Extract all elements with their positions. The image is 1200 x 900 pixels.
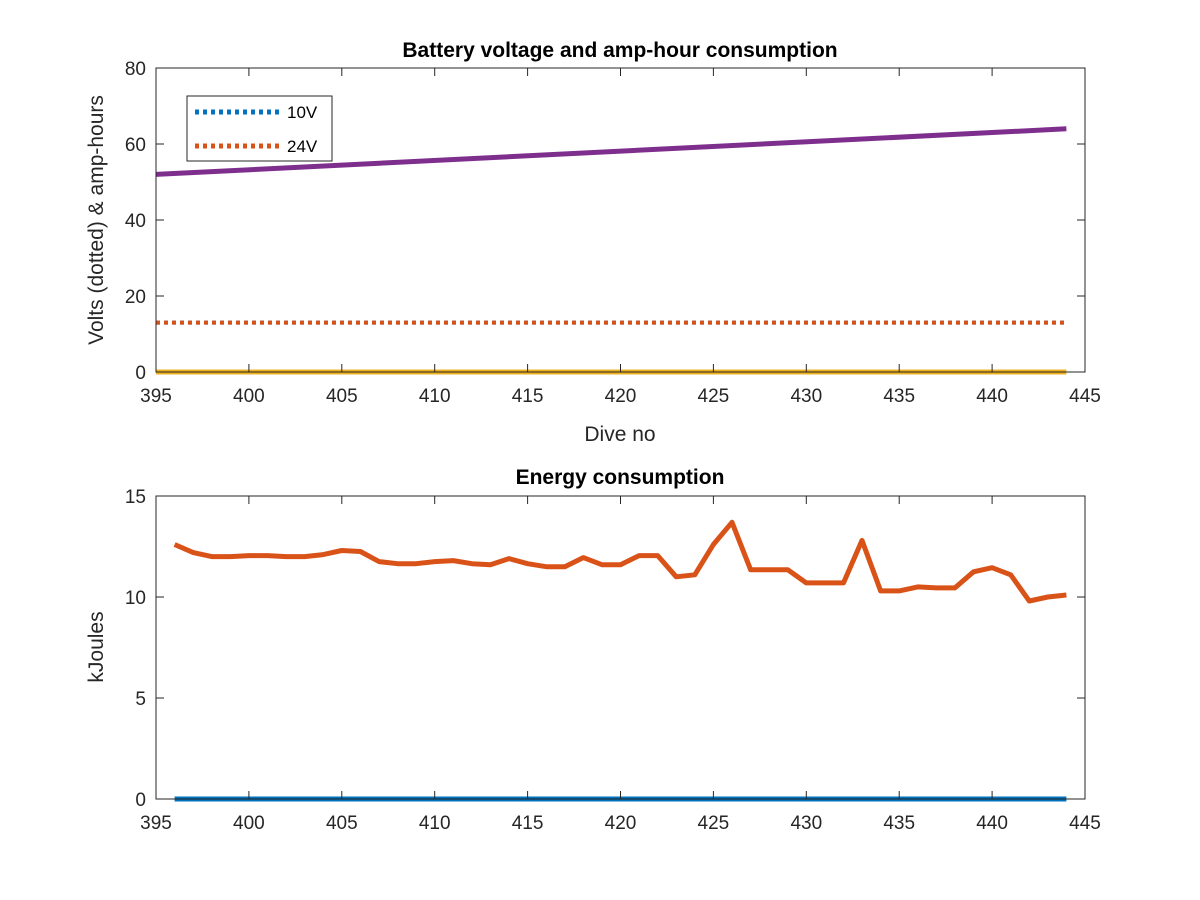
- voltage-ytick-label: 60: [125, 135, 146, 156]
- voltage-chart-title: Battery voltage and amp-hour consumption: [402, 39, 837, 62]
- energy-xtick-label: 430: [790, 813, 822, 834]
- energy-xtick-label: 435: [883, 813, 915, 834]
- energy-xtick-label: 405: [326, 813, 358, 834]
- voltage-xtick-label: 395: [140, 386, 172, 407]
- voltage-ytick-label: 20: [125, 287, 146, 308]
- voltage-ytick-label: 0: [135, 363, 146, 384]
- energy-ytick-label: 10: [125, 588, 146, 609]
- energy-xtick-label: 415: [512, 813, 544, 834]
- energy-chart-title: Energy consumption: [516, 466, 725, 489]
- legend-box: [186, 95, 333, 162]
- legend-label-24v: 24V: [287, 137, 318, 156]
- voltage-xtick-label: 400: [233, 386, 265, 407]
- voltage-chart: Battery voltage and amp-hour consumption…: [85, 39, 1101, 446]
- legend-label-10v: 10V: [287, 103, 318, 122]
- voltage-xtick-label: 405: [326, 386, 358, 407]
- voltage-ytick-label: 80: [125, 59, 146, 80]
- voltage-xtick-label: 440: [976, 386, 1008, 407]
- voltage-series-line-2: [155, 126, 1067, 177]
- energy-chart-ylabel: kJoules: [85, 611, 108, 682]
- energy-xtick-label: 400: [233, 813, 265, 834]
- energy-xtick-label: 445: [1069, 813, 1101, 834]
- energy-chart: Energy consumption kJoules 395 400 405 410 4…: [85, 466, 1101, 834]
- voltage-ytick-label: 40: [125, 211, 146, 232]
- voltage-xtick-label: 410: [419, 386, 451, 407]
- voltage-xtick-label: 425: [698, 386, 730, 407]
- voltage-xtick-label: 420: [605, 386, 637, 407]
- energy-ytick-label: 0: [135, 790, 146, 811]
- voltage-chart-ylabel: Volts (dotted) & amp-hours: [85, 95, 108, 345]
- legend: 10V 24V: [186, 95, 333, 162]
- energy-series-line-0: [173, 519, 1067, 604]
- voltage-xtick-label: 415: [512, 386, 544, 407]
- energy-xtick-label: 395: [140, 813, 172, 834]
- voltage-xtick-label: 430: [790, 386, 822, 407]
- energy-xtick-label: 420: [605, 813, 637, 834]
- voltage-xtick-label: 435: [883, 386, 915, 407]
- energy-xtick-label: 425: [698, 813, 730, 834]
- energy-xtick-label: 410: [419, 813, 451, 834]
- voltage-chart-xlabel: Dive no: [584, 423, 655, 446]
- energy-ytick-label: 5: [135, 689, 146, 710]
- voltage-xtick-label: 445: [1069, 386, 1101, 407]
- energy-xtick-label: 440: [976, 813, 1008, 834]
- energy-ytick-label: 15: [125, 487, 146, 508]
